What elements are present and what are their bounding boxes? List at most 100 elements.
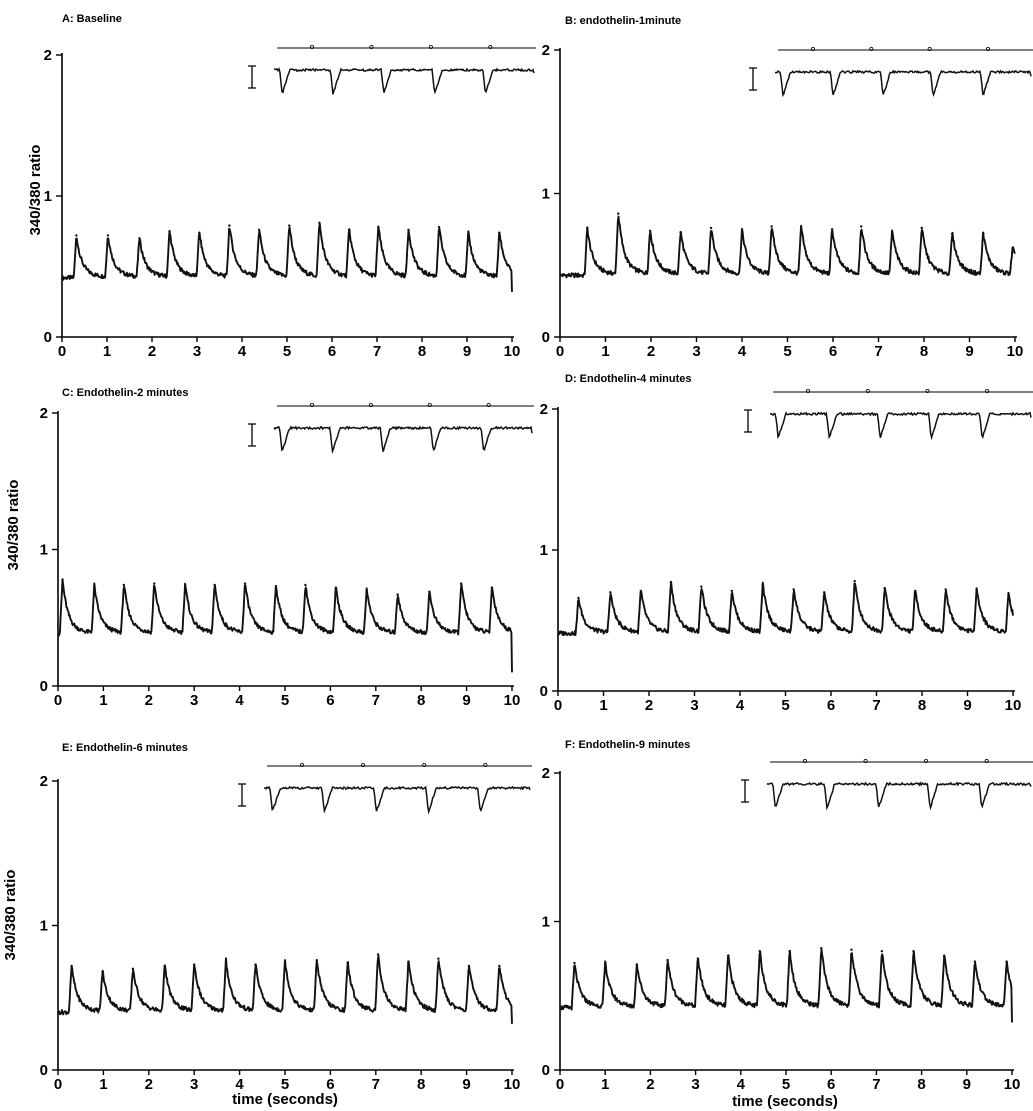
x-tick-label: 1 — [601, 343, 609, 360]
transient-peak-point — [407, 228, 410, 232]
transient-peak-point — [913, 589, 917, 593]
x-tick-label: 6 — [326, 1076, 334, 1093]
inset-shortening-trace — [238, 763, 532, 815]
y-axis-label-bottom-row: 340/380 ratio — [2, 870, 19, 961]
transient-peak-point — [459, 582, 463, 585]
x-tick-label: 2 — [645, 697, 653, 714]
x-tick-label: 3 — [691, 1076, 699, 1093]
transient-peak-point — [973, 960, 977, 963]
x-tick-label: 2 — [145, 1076, 153, 1093]
x-tick-label: 2 — [145, 692, 153, 709]
x-tick-label: 8 — [417, 1076, 425, 1093]
stimulus-tick — [427, 402, 432, 407]
inset-shortening-trace — [248, 402, 534, 455]
x-tick-label: 2 — [646, 1076, 654, 1093]
transient-peak-point — [101, 970, 104, 973]
x-tick-label: 2 — [647, 343, 655, 360]
transient-peak-point — [437, 957, 440, 960]
transient-peak-point — [850, 948, 853, 951]
y-tick-label: 1 — [44, 188, 52, 205]
panel-f: F: Endothelin-9 minutes 0 1 2 3 4 5 6 7 8 9 10 0 1 2 — [542, 739, 1033, 1093]
transient-peak-point — [228, 224, 231, 227]
x-tick-label: 6 — [827, 697, 835, 714]
transient-peak-point — [315, 958, 318, 962]
panel-d: D: Endothelin-4 minutes 0 1 2 3 4 5 6 7 8 9 10 0 1 2 — [540, 373, 1033, 714]
transient-peak-point — [163, 964, 166, 968]
transient-peak-point — [880, 950, 884, 953]
stimulus-tick — [299, 763, 304, 768]
x-tick-label: 9 — [963, 697, 971, 714]
panel-a: A: Baseline 0 1 2 3 4 5 6 7 8 9 10 0 1 2 — [44, 13, 536, 360]
transient-peak-point — [730, 589, 734, 593]
ratio-trace-line — [559, 215, 1016, 279]
transient-peak-point — [770, 225, 773, 228]
stimulus-tick — [985, 388, 990, 393]
transient-peak-point — [604, 961, 607, 965]
x-tick-label: 7 — [872, 1076, 880, 1093]
x-axis-label-right: time (seconds) — [732, 1093, 838, 1110]
x-tick-label: 8 — [418, 343, 426, 360]
inset-shortening-trace — [248, 45, 536, 95]
y-tick-label: 1 — [540, 542, 548, 559]
x-tick-label: 2 — [148, 343, 156, 360]
y-tick-label: 0 — [540, 683, 548, 700]
transient-peak-point — [467, 232, 470, 236]
transient-peak-point — [193, 963, 196, 966]
panel-title: C: Endothelin-2 minutes — [62, 387, 189, 399]
x-tick-label: 1 — [99, 1076, 107, 1093]
x-axis-label-left: time (seconds) — [232, 1091, 338, 1108]
transient-peak-point — [609, 591, 612, 594]
x-tick-label: 1 — [99, 692, 107, 709]
panel-title: B: endothelin-1minute — [565, 15, 681, 27]
transient-peak-point — [758, 950, 761, 953]
y-tick-label: 0 — [40, 678, 48, 695]
cell-length-trace — [263, 785, 531, 815]
y-tick-label: 1 — [40, 918, 48, 935]
y-tick-label: 2 — [540, 401, 548, 418]
cell-length-trace — [766, 781, 1032, 811]
transient-peak-point — [75, 234, 78, 237]
x-tick-label: 6 — [827, 1076, 835, 1093]
y-tick-label: 0 — [44, 329, 52, 346]
x-tick-label: 10 — [504, 343, 521, 360]
transient-peak-point — [131, 967, 135, 971]
transient-peak-point — [93, 585, 96, 588]
transient-peak-point — [740, 229, 744, 233]
transient-peak-point — [347, 228, 351, 232]
transient-peak-point — [944, 588, 947, 591]
stimulus-tick — [422, 763, 427, 768]
stimulus-tick — [927, 47, 932, 52]
panel-title: D: Endothelin-4 minutes — [565, 373, 692, 385]
transient-peak-point — [883, 586, 886, 590]
x-tick-label: 0 — [556, 1076, 564, 1093]
inset-shortening-trace — [749, 47, 1033, 97]
y-tick-label: 2 — [542, 42, 550, 59]
transient-peak-point — [860, 225, 863, 228]
x-tick-label: 5 — [281, 692, 289, 709]
x-tick-label: 10 — [504, 1076, 521, 1093]
transient-peak-point — [635, 963, 639, 966]
transient-peak-point — [830, 228, 834, 231]
x-tick-label: 7 — [372, 1076, 380, 1093]
transient-peak-point — [437, 225, 441, 229]
x-tick-label: 3 — [690, 697, 698, 714]
inset-shortening-trace — [744, 388, 1033, 441]
y-tick-label: 2 — [44, 47, 52, 64]
y-tick-label: 1 — [542, 914, 550, 931]
transient-peak-point — [820, 947, 823, 950]
stimulus-tick — [865, 388, 870, 393]
x-tick-label: 4 — [736, 697, 745, 714]
x-tick-label: 6 — [328, 343, 336, 360]
stimulus-tick — [483, 763, 488, 768]
transient-peak-point — [153, 582, 156, 585]
transient-peak-point — [981, 232, 985, 235]
transient-peak-point — [792, 588, 795, 591]
x-tick-label: 0 — [554, 697, 562, 714]
scale-bar — [744, 409, 752, 433]
scale-bar — [749, 67, 757, 91]
transient-peak-point — [726, 954, 730, 957]
panel-title: A: Baseline — [62, 13, 122, 25]
inset-shortening-trace — [741, 759, 1033, 811]
transient-peak-point — [788, 950, 791, 953]
